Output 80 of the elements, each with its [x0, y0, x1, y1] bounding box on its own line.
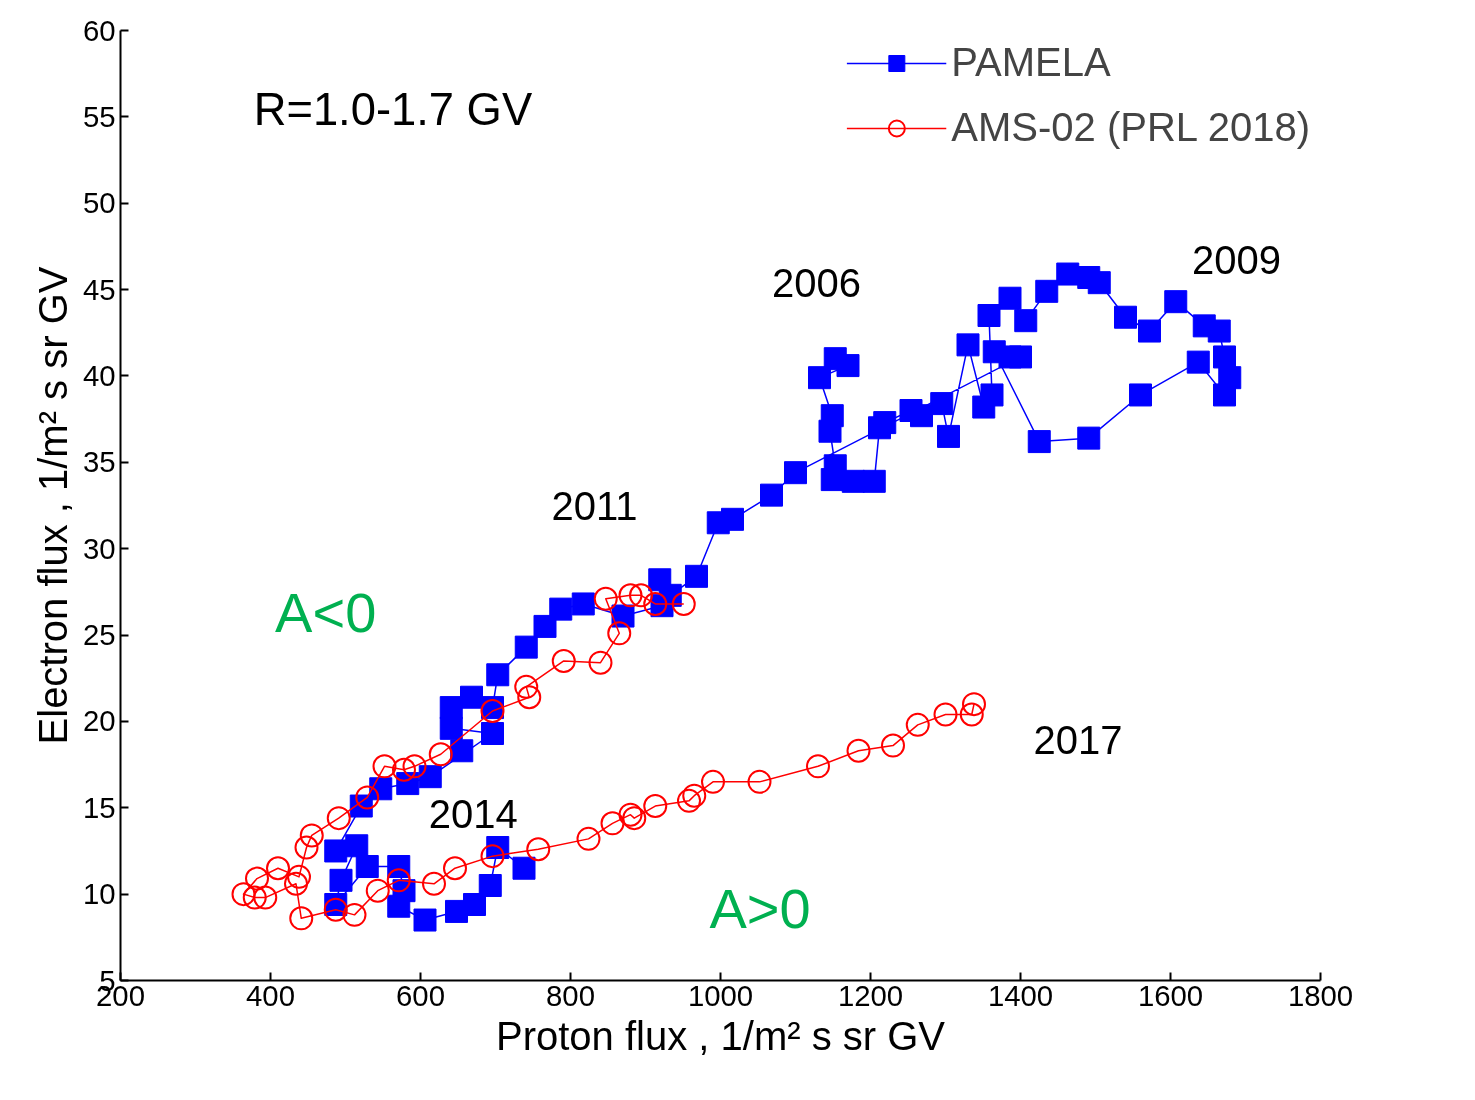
point: [386, 868, 411, 893]
point: [846, 738, 871, 763]
y-tick-label: 30: [82, 531, 116, 565]
point: [342, 902, 367, 927]
point: [294, 835, 319, 860]
annotation: R=1.0-1.7 GV: [253, 83, 533, 135]
point: [514, 674, 539, 699]
point: [480, 844, 505, 869]
point: [576, 826, 601, 851]
point: [629, 583, 653, 608]
point: [231, 882, 256, 907]
point: [643, 794, 668, 819]
point: [701, 769, 725, 794]
point: [372, 754, 397, 779]
point: [242, 885, 267, 910]
x-tick-label: 400: [246, 978, 295, 1012]
legend-label: AMS-02 (PRL 2018): [951, 105, 1310, 150]
annotation: A>0: [709, 876, 811, 940]
point: [299, 823, 324, 848]
x-tick-label: 1400: [987, 978, 1054, 1012]
annotation: A<0: [275, 581, 377, 645]
point: [600, 811, 625, 836]
point: [323, 897, 348, 922]
point: [428, 742, 453, 767]
point: [287, 864, 311, 889]
point: [289, 906, 314, 931]
y-tick-label: 55: [82, 99, 116, 133]
annotation: 2009: [1192, 238, 1281, 283]
point: [682, 783, 707, 808]
point: [266, 856, 290, 881]
point: [607, 621, 632, 646]
point: [422, 871, 446, 896]
annotation: 2006: [772, 261, 861, 306]
point: [618, 583, 643, 608]
annotation: 2014: [428, 792, 518, 837]
point: [747, 769, 772, 794]
point: [365, 878, 390, 903]
point: [671, 591, 696, 616]
x-tick-label: 1000: [687, 978, 754, 1012]
legend-label: PAMELA: [951, 40, 1111, 85]
y-tick-label: 50: [82, 186, 116, 220]
y-tick-label: 25: [82, 618, 116, 652]
point: [443, 856, 467, 881]
x-tick-label: 1600: [1137, 978, 1204, 1012]
point: [355, 785, 380, 810]
y-tick-label: 35: [82, 445, 116, 479]
point: [962, 692, 986, 717]
y-tick-label: 60: [82, 13, 116, 47]
point: [905, 712, 930, 737]
x-tick-label: 1800: [1287, 978, 1354, 1012]
x-axis-title: Proton flux , 1/m² s sr GV: [496, 1013, 946, 1058]
y-tick-label: 15: [82, 790, 116, 824]
point: [959, 702, 984, 727]
y-tick-label: 45: [82, 272, 116, 306]
point: [392, 757, 416, 782]
point: [402, 754, 427, 779]
point: [677, 788, 701, 813]
point: [881, 733, 905, 758]
point: [253, 885, 278, 910]
y-axis-title: Electron flux , 1/m² s sr GV: [30, 266, 75, 745]
point: [643, 591, 668, 616]
x-tick-label: 600: [396, 978, 445, 1012]
y-tick-label: 40: [82, 358, 116, 392]
annotation: 2017: [1033, 718, 1123, 763]
y-tick-label: 20: [82, 704, 116, 738]
point: [588, 650, 613, 675]
point: [326, 806, 351, 831]
point: [517, 685, 542, 710]
point: [284, 871, 308, 896]
annotation: 2011: [551, 484, 638, 529]
point: [551, 648, 576, 673]
x-tick-label: 800: [546, 978, 595, 1012]
point: [933, 702, 958, 727]
point: [806, 754, 830, 779]
point: [593, 586, 618, 611]
point: [480, 699, 505, 724]
point: [526, 837, 551, 862]
point: [245, 866, 269, 891]
x-tick-label: 1200: [837, 978, 904, 1012]
y-tick-label: 10: [82, 877, 116, 911]
